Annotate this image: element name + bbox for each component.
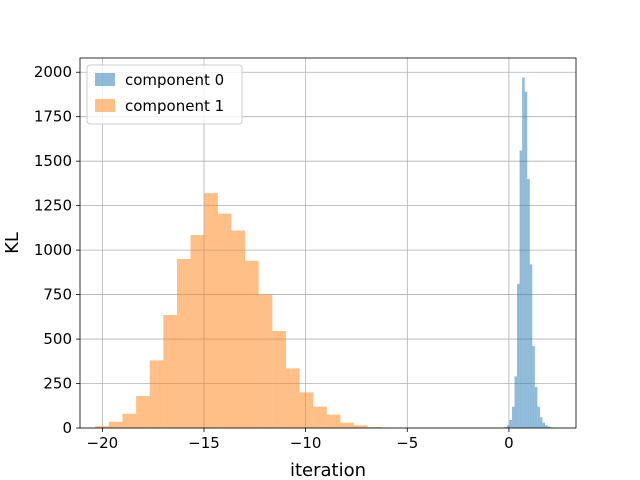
histogram-bar-component-0	[522, 77, 525, 428]
x-tick-label: −20	[87, 434, 119, 452]
histogram-bar-component-1	[149, 360, 164, 428]
histogram-bar-component-0	[519, 150, 523, 428]
y-tick-label: 250	[43, 375, 72, 393]
histogram-bar-component-1	[326, 414, 341, 428]
y-tick-label: 0	[62, 419, 72, 437]
x-tick-label: −5	[396, 434, 418, 452]
y-tick-label: 1500	[34, 152, 72, 170]
histogram-bar-component-1	[217, 213, 232, 428]
grid	[80, 58, 576, 429]
y-tick-label: 1000	[34, 241, 72, 259]
histogram-bar-component-1	[245, 260, 259, 428]
y-tick-label: 750	[43, 286, 72, 304]
legend: component 0 component 1	[86, 64, 243, 125]
y-tick-label: 1750	[34, 108, 72, 126]
x-tick-label: −15	[188, 434, 220, 452]
histogram-bar-component-0	[545, 425, 548, 428]
histogram-bar-component-0	[527, 178, 530, 428]
legend-label-component-0: component 0	[125, 71, 224, 89]
histogram-bar-component-1	[272, 331, 286, 428]
histogram-bar-component-1	[299, 392, 314, 428]
histogram-bar-component-1	[122, 413, 137, 428]
histogram-bar-component-0	[539, 417, 543, 428]
histogram-bar-component-1	[95, 426, 109, 428]
y-tick-label: 2000	[34, 63, 72, 81]
histogram-bar-component-1	[354, 425, 368, 428]
histogram-bar-component-0	[504, 427, 507, 428]
histogram-bar-component-0	[542, 422, 545, 428]
histogram-bar-component-1	[340, 422, 355, 428]
histogram-bar-component-0	[534, 387, 538, 428]
histogram-bar-component-0	[517, 283, 520, 428]
histogram-bar-component-0	[509, 419, 512, 428]
histogram-bar-component-1	[285, 368, 300, 428]
histogram-bar-component-1	[190, 234, 205, 428]
legend-swatch-component-1	[95, 99, 115, 112]
histogram-bar-component-1	[258, 294, 273, 428]
x-axis-label: iteration	[290, 460, 366, 480]
legend-swatch-component-0	[95, 73, 115, 86]
histogram-bar-component-1	[367, 427, 382, 428]
histogram-bar-component-1	[108, 421, 123, 428]
x-tick-label: 0	[504, 434, 514, 452]
axis-ticks: −20 −15 −10 −5 0 0 250 500 750 1000 1250 1500 1750 20…	[34, 63, 514, 452]
x-tick-label: −10	[290, 434, 322, 452]
histogram-bar-component-1	[313, 406, 327, 428]
histogram-bar-component-0	[511, 406, 515, 428]
histogram-bar-component-0	[524, 91, 528, 428]
histogram-bar-component-1	[136, 395, 150, 428]
y-tick-label: 500	[43, 330, 72, 348]
histogram-bar-component-1	[163, 315, 177, 428]
histogram-bar-component-1	[176, 259, 191, 428]
histogram-bar-component-1	[231, 230, 246, 428]
histogram-bar-component-0	[506, 425, 510, 428]
histogram-bar-component-0	[547, 426, 551, 428]
histogram-bars	[95, 77, 553, 428]
legend-frame	[86, 64, 243, 125]
histogram-bar-component-0	[532, 346, 535, 428]
legend-label-component-1: component 1	[125, 97, 224, 115]
histogram-bar-component-0	[514, 376, 518, 428]
histogram-bar-component-0	[537, 406, 540, 428]
y-tick-label: 1250	[34, 197, 72, 215]
plot-frame	[79, 57, 577, 429]
histogram-bar-component-1	[204, 193, 218, 428]
y-axis-label: KL	[2, 232, 23, 254]
histogram-bar-component-0	[529, 264, 533, 428]
